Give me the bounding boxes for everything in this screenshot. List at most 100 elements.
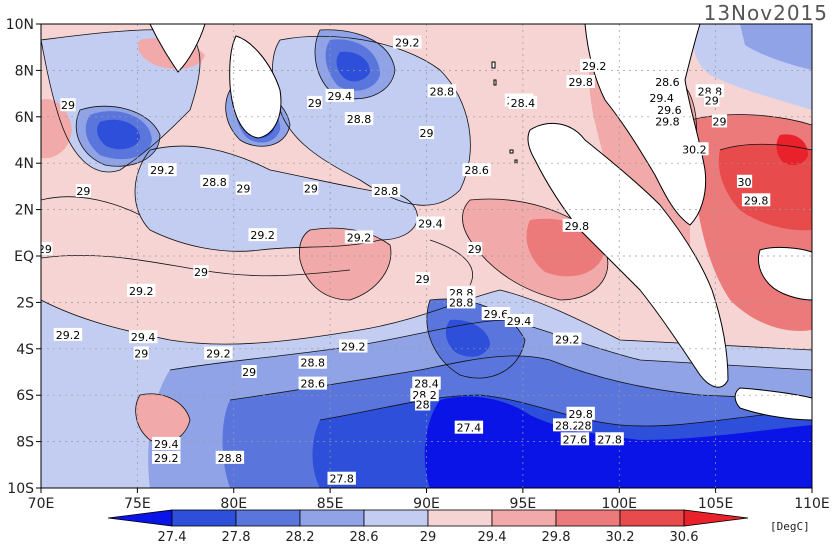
sst-patch-hot: [776, 134, 808, 166]
contour-label: 28.8: [301, 357, 326, 370]
java-landmass: [734, 387, 812, 421]
sst-patch-warm: [299, 228, 391, 300]
contour-label-bg: [579, 58, 609, 72]
contour-label-bg: [553, 418, 582, 432]
contour-label-bg: [393, 35, 422, 49]
sst-patch-cool: [135, 146, 418, 252]
contour-label-bg: [60, 98, 76, 112]
contour-label-bg: [75, 184, 92, 198]
contour-label: 29.8: [568, 76, 593, 89]
malay-peninsula-landmass: [584, 24, 707, 226]
contour-label-bg: [653, 114, 682, 128]
india-landmass: [149, 24, 206, 73]
lat-tick-label: EQ: [14, 249, 34, 265]
contour-label: 29.4: [507, 315, 532, 328]
colorbar-arrow-high: [683, 509, 749, 527]
contour-label-bg: [193, 265, 209, 279]
contour-label-bg: [741, 193, 771, 207]
contour-label-bg: [462, 163, 491, 177]
contour-label: 29.2: [150, 164, 175, 177]
contour-label-bg: [576, 418, 593, 432]
contour-label: 29.4: [328, 90, 353, 103]
date-title: 13Nov2015: [703, 1, 828, 25]
colorbar-unit: [DegC]: [770, 520, 810, 533]
contour-label: 28.8: [347, 113, 372, 126]
contour-label-bg: [560, 432, 590, 446]
colorbar-segment: [235, 509, 301, 527]
contour-label-bg: [41, 242, 53, 256]
contour-label-bg: [344, 112, 374, 126]
contour-label: 29.8: [565, 220, 590, 233]
contour-label: 29.2: [56, 329, 81, 342]
contour-label: 29: [242, 366, 256, 379]
colorbar-segment: [619, 509, 685, 527]
contour-label-bg: [508, 95, 538, 109]
contour-label: 29.2: [555, 334, 580, 347]
contour-label: 29: [712, 115, 726, 128]
contour-label: 28.8: [430, 85, 455, 98]
contour-label-bg: [248, 228, 277, 242]
contour-label: 29.4: [418, 218, 443, 231]
contour-label-bg: [215, 450, 245, 464]
contour-label-bg: [235, 181, 251, 195]
contour-label: 28.4: [511, 97, 536, 110]
contour-label: 29.2: [341, 340, 366, 353]
colorbar-label: 29.4: [478, 530, 507, 545]
colorbar-segment: [363, 509, 429, 527]
colorbar-arrow-low: [107, 509, 173, 527]
contour-label: 28.8: [202, 176, 227, 189]
contour-label-bg: [53, 327, 83, 341]
contour-label-bg: [481, 307, 511, 320]
colorbar-label: 29.8: [542, 530, 571, 545]
colorbar-segment: [171, 509, 237, 527]
lon-tick-label: 90E: [413, 496, 440, 512]
contour-label: 29.6: [484, 308, 509, 321]
contour-label: 28.8: [449, 296, 474, 309]
contour-label: 28.6: [464, 164, 489, 177]
contour-lines: [41, 29, 812, 444]
lat-tick-label: 6N: [15, 110, 34, 126]
contour-label-bg: [736, 174, 753, 188]
contour-label: 29.8: [744, 194, 769, 207]
contour-label-bg: [467, 242, 483, 256]
lat-tick-label: 6S: [16, 388, 34, 404]
contour-label: 28.6: [655, 76, 680, 89]
contour-label: 29: [308, 97, 322, 110]
sst-patch-coldest: [336, 51, 370, 82]
contour-label: 29.6: [657, 104, 682, 117]
contour-label: 29.2: [250, 229, 275, 242]
contour-label-bg: [204, 346, 233, 360]
contour-label-bg: [454, 420, 484, 434]
contour-label-bg: [704, 93, 720, 107]
sst-patch-coldest: [97, 119, 140, 150]
contour-label: 28: [416, 398, 430, 411]
lon-tick-label: 100E: [601, 496, 637, 512]
contour-label-bg: [412, 376, 441, 390]
contour-label-bg: [415, 397, 431, 411]
contour-label: 29.2: [395, 37, 420, 50]
colorbar: 27.4 27.8 28.2 28.6 29 29.4 29.8 30.2 30.6: [107, 509, 749, 545]
colorbar-segment: [427, 509, 493, 527]
contour-label: 29: [194, 266, 208, 279]
contour-label: 29.2: [129, 285, 154, 298]
lon-tick-label: 110E: [794, 496, 830, 512]
contour-label-bg: [647, 91, 676, 105]
lat-tick-label: 4N: [15, 156, 34, 172]
contour-label-bg: [711, 114, 728, 128]
contour-label: 28: [578, 419, 592, 432]
sst-patch-warm: [41, 99, 72, 159]
contour-label-bg: [325, 88, 354, 102]
lon-tick-label: 80E: [220, 496, 247, 512]
contour-label: 29: [416, 273, 430, 286]
colorbar-label: 30.6: [670, 530, 699, 545]
contour-label: 29.8: [655, 115, 680, 128]
contour-label-bg: [152, 450, 181, 464]
contour-label-bg: [562, 218, 592, 232]
colorbar-label: 28.6: [350, 530, 379, 545]
lon-tick-label: 105E: [698, 496, 734, 512]
contour-label-bg: [415, 272, 431, 286]
contour-label-bg: [371, 184, 401, 198]
